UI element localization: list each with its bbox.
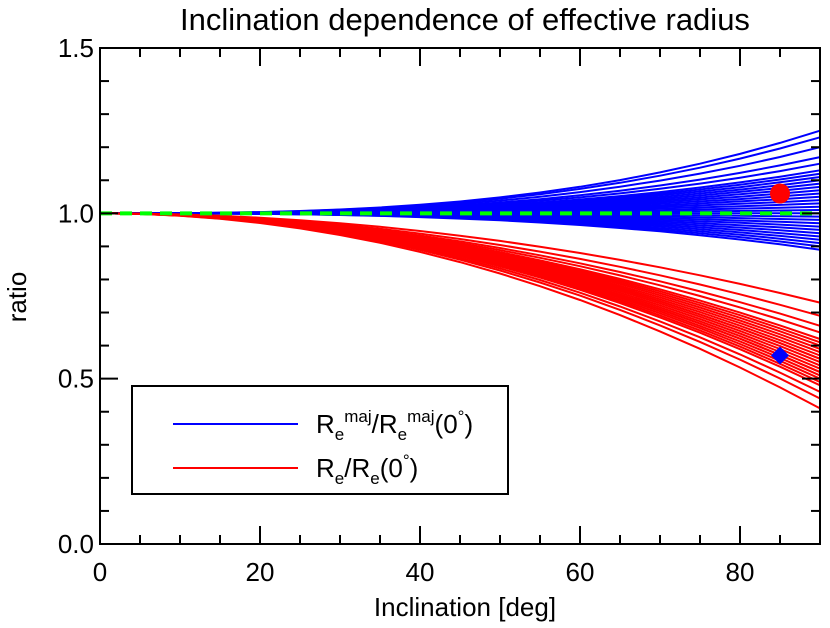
y-tick-label: 0.5 xyxy=(58,364,94,394)
legend: Re​maj​/Re​maj​(0°​) Re​/Re​(0°​) xyxy=(131,385,509,495)
chart-curves xyxy=(99,129,821,410)
x-tick-label: 80 xyxy=(726,557,755,587)
x-tick-label: 60 xyxy=(566,557,595,587)
legend-label: Re​maj​/Re​maj​(0°​) xyxy=(316,407,473,444)
legend-box xyxy=(131,385,509,495)
x-tick-label: 0 xyxy=(93,557,107,587)
marker-group xyxy=(770,183,790,365)
x-axis-label: Inclination [deg] xyxy=(374,592,556,622)
y-tick-label: 1.0 xyxy=(58,198,94,228)
chart-title: Inclination dependence of effective radi… xyxy=(180,2,750,37)
y-tick-label: 1.5 xyxy=(58,33,94,63)
tick-labels: 0 20 40 60 80 0.0 0.5 1.0 1.5 xyxy=(58,33,755,587)
x-tick-label: 40 xyxy=(406,557,435,587)
y-axis-label: ratio xyxy=(2,272,32,323)
y-tick-label: 0.0 xyxy=(58,529,94,559)
legend-label: Re​/Re​(0°​) xyxy=(316,451,418,488)
tick-marks xyxy=(99,47,821,545)
red-series-line xyxy=(99,212,821,393)
diamond-marker xyxy=(771,346,789,365)
x-tick-label: 20 xyxy=(246,557,275,587)
red-series-line xyxy=(99,212,821,410)
circle-marker xyxy=(770,183,790,204)
